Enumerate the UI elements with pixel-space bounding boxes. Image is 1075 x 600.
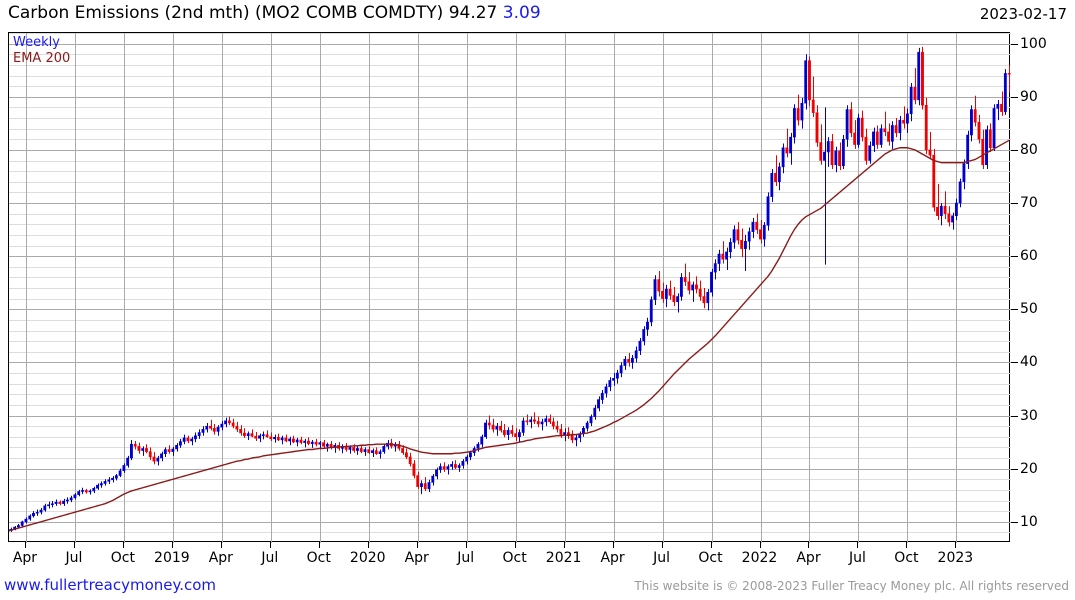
x-axis-label-text: 2023 (937, 550, 974, 566)
x-axis-label-text: Oct (110, 550, 135, 566)
x-axis-tick-mark (906, 542, 907, 548)
candlestick-canvas (9, 33, 1011, 543)
x-axis-tick-mark (711, 542, 712, 548)
x-axis-tick-mark (613, 542, 614, 548)
chart-footer: www.fullertreacymoney.com This website i… (0, 574, 1075, 600)
x-axis-tick-mark (319, 542, 320, 548)
price-chart[interactable]: Weekly EMA 200 (8, 32, 1011, 543)
y-axis-label: 50 (1020, 301, 1038, 318)
y-axis-tick-mark (1011, 416, 1018, 417)
x-axis-label-text: 2021 (545, 550, 582, 566)
x-axis-label-text: Apr (12, 550, 38, 566)
x-axis-label-text: Apr (600, 550, 625, 566)
price-change: 3.09 (502, 3, 541, 23)
x-axis-label-text: 2022 (741, 550, 778, 566)
x-axis-label-text: 2020 (349, 550, 386, 566)
y-axis-tick-mark (1011, 362, 1018, 363)
x-axis: Apr Jul Oct 2019 Apr Jul Oct 2020 Apr Jul Oct 2021 A… (8, 542, 1010, 572)
site-url[interactable]: www.fullertreacymoney.com (4, 576, 217, 594)
y-axis: 10 20 30 40 50 60 70 80 90 100 (1011, 32, 1071, 544)
x-axis-label-text: Jul (261, 550, 279, 566)
x-axis-tick-mark (123, 542, 124, 548)
instrument-name: Carbon Emissions (2nd mth) (MO2 COMB COM… (8, 3, 444, 23)
y-axis-label: 30 (1020, 407, 1038, 424)
x-axis-label-text: Jul (457, 550, 475, 566)
y-axis-label: 100 (1020, 35, 1047, 52)
x-axis-tick-mark (466, 542, 467, 548)
y-axis-label: 60 (1020, 248, 1038, 265)
y-axis-label: 90 (1020, 88, 1038, 105)
page-title: Carbon Emissions (2nd mth) (MO2 COMB COM… (8, 3, 541, 23)
y-axis-tick-mark (1011, 44, 1018, 45)
x-axis-label-text: Jul (848, 550, 866, 566)
y-axis-tick-mark (1011, 150, 1018, 151)
x-axis-tick-mark (270, 542, 271, 548)
x-axis-tick-mark (808, 542, 809, 548)
x-axis-tick-mark (955, 542, 956, 548)
chart-header: Carbon Emissions (2nd mth) (MO2 COMB COM… (0, 0, 1075, 28)
copyright-notice: This website is © 2008-2023 Fuller Treac… (634, 579, 1069, 593)
x-axis-tick-mark (564, 542, 565, 548)
y-axis-label: 70 (1020, 195, 1038, 211)
x-axis-tick-mark (74, 542, 75, 548)
x-axis-label-text: Apr (208, 550, 233, 566)
x-axis-tick-mark (368, 542, 369, 548)
x-axis-label-text: Jul (65, 550, 83, 566)
x-axis-tick-mark (172, 542, 173, 548)
x-axis-label-text: Apr (404, 550, 429, 566)
x-axis-label-text: Oct (698, 550, 723, 566)
x-axis-tick-mark (417, 542, 418, 548)
y-axis-label: 40 (1020, 354, 1038, 371)
x-axis-tick-mark (857, 542, 858, 548)
x-axis-label-text: 2019 (154, 550, 190, 566)
x-axis-tick-mark (662, 542, 663, 548)
x-axis-tick-mark (221, 542, 222, 548)
y-axis-tick-mark (1011, 309, 1018, 310)
x-axis-tick-mark (515, 542, 516, 548)
y-axis-label: 80 (1020, 141, 1038, 158)
x-axis-label-text: Oct (306, 550, 331, 566)
as-of-date: 2023-02-17 (979, 5, 1067, 23)
x-axis-label-text: Oct (894, 550, 919, 566)
y-axis-tick-mark (1011, 203, 1018, 204)
y-axis-label: 10 (1020, 513, 1038, 530)
y-axis-tick-mark (1011, 256, 1018, 257)
x-axis-label-text: Jul (653, 550, 670, 566)
y-axis-tick-mark (1011, 97, 1018, 98)
y-axis-label: 20 (1020, 460, 1038, 477)
x-axis-tick-mark (760, 542, 761, 548)
chart-plot-area: Weekly EMA 200 (8, 32, 1011, 543)
y-axis-tick-mark (1011, 469, 1018, 470)
last-price: 94.27 (448, 3, 498, 23)
x-axis-tick-mark (25, 542, 26, 548)
x-axis-label-text: Apr (796, 550, 821, 566)
y-axis-tick-mark (1011, 522, 1018, 523)
x-axis-label-text: Oct (502, 550, 527, 566)
